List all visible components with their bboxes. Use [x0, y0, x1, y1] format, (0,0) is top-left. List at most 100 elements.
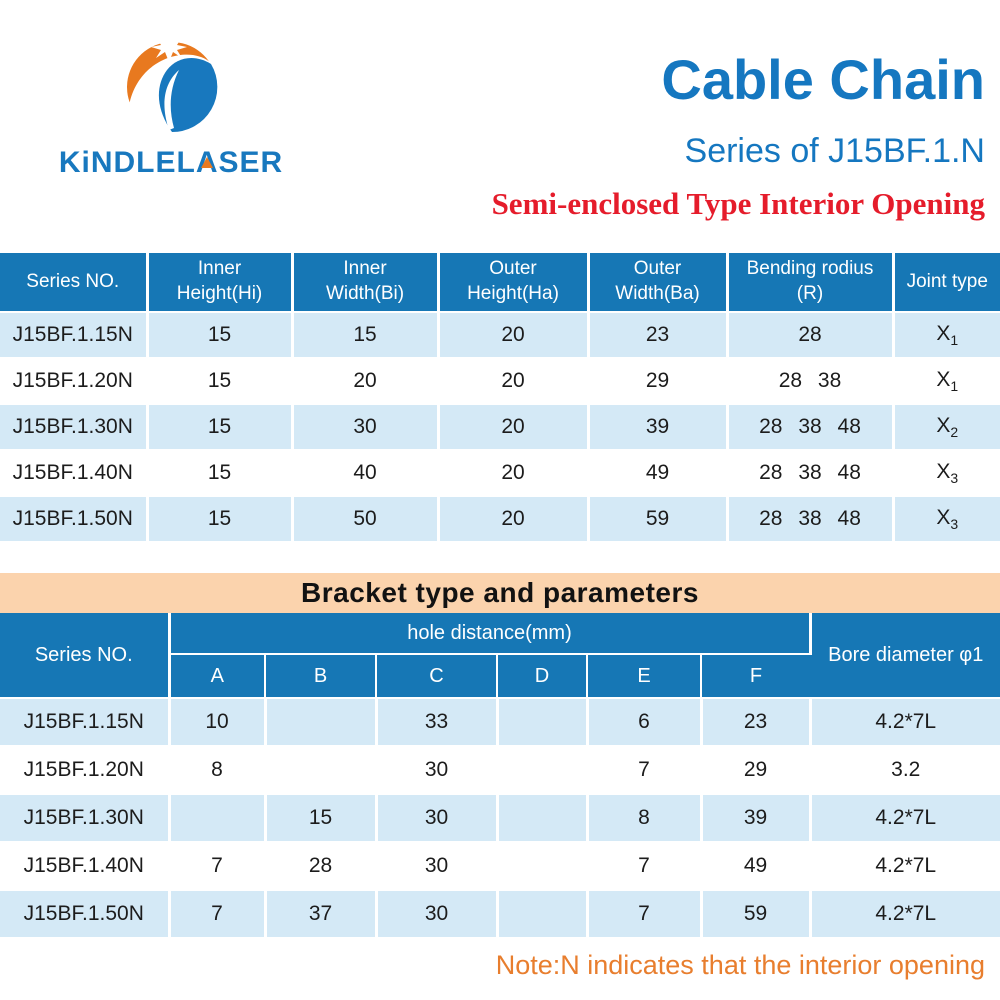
brand-logo-icon: [127, 33, 218, 133]
value-cell: 15: [147, 404, 294, 451]
value-cell: [497, 698, 589, 747]
series-cell: J15BF.1.15N: [0, 698, 171, 747]
radius-cell: 28 38 48: [727, 450, 895, 497]
table-row: J15BF.1.50N 7 37 30 7 59 4.2*7L: [0, 890, 1000, 939]
table-row: J15BF.1.50N 15 50 20 59 28 38 48 X3: [0, 496, 1000, 543]
bore-cell: 4.2*7L: [810, 698, 1000, 747]
value-cell: 23: [701, 698, 812, 747]
value-cell: 20: [438, 358, 590, 405]
table-row: J15BF.1.15N 15 15 20 23 28 X1: [0, 312, 1000, 359]
logo-triangle-icon: [200, 157, 213, 168]
col-header-f: F: [701, 654, 810, 699]
radius-cell: 28 38 48: [727, 496, 895, 543]
bore-cell: 3.2: [810, 746, 1000, 795]
joint-cell: X3: [893, 496, 1000, 543]
value-cell: 30: [376, 794, 499, 843]
bracket-banner: Bracket type and parameters: [0, 573, 1000, 613]
col-header-e: E: [587, 654, 702, 699]
series-cell: J15BF.1.50N: [0, 496, 149, 543]
value-cell: [497, 890, 589, 939]
joint-base: X: [936, 367, 951, 391]
value-cell: 7: [587, 890, 703, 939]
bore-cell: 4.2*7L: [810, 794, 1000, 843]
title-block: Cable Chain Series of J15BF.1.N Semi-enc…: [492, 52, 985, 222]
value-cell: 30: [376, 890, 499, 939]
value-cell: 8: [587, 794, 703, 843]
value-cell: 28: [265, 842, 378, 891]
value-cell: 59: [588, 496, 729, 543]
joint-cell: X2: [893, 404, 1000, 451]
value-cell: [497, 842, 589, 891]
col-header-series: Series NO.: [0, 613, 171, 699]
brand-name: KiNDLELASER: [59, 146, 283, 180]
col-header-joint-type: Joint type: [893, 253, 1000, 313]
footnote: Note:N indicates that the interior openi…: [495, 950, 985, 980]
col-header-series: Series NO.: [0, 253, 149, 313]
col-header-bending-radius: Bending rodius (R): [727, 253, 895, 313]
bracket-table: Series NO. hole distance(mm) Bore diamet…: [0, 613, 1000, 939]
radius-cell: 28: [727, 312, 895, 359]
col-header-hole-distance: hole distance(mm): [169, 613, 812, 655]
spec-table: Series NO. Inner Height(Hi) Inner Width(…: [0, 253, 1000, 543]
value-cell: 7: [587, 842, 703, 891]
value-cell: 6: [587, 698, 703, 747]
value-cell: 15: [265, 794, 378, 843]
value-cell: 50: [292, 496, 440, 543]
series-cell: J15BF.1.40N: [0, 842, 171, 891]
value-cell: 20: [438, 450, 590, 497]
joint-subscript: 1: [950, 378, 959, 395]
series-cell: J15BF.1.20N: [0, 358, 149, 405]
value-cell: 30: [292, 404, 440, 451]
value-cell: 49: [701, 842, 812, 891]
value-cell: 15: [147, 496, 294, 543]
series-cell: J15BF.1.40N: [0, 450, 149, 497]
value-cell: 7: [169, 842, 267, 891]
series-subtitle: Series of J15BF.1.N: [684, 132, 985, 170]
bore-cell: 4.2*7L: [810, 890, 1000, 939]
col-header-inner-width: Inner Width(Bi): [292, 253, 440, 313]
value-cell: [265, 698, 378, 747]
value-cell: 15: [147, 450, 294, 497]
page-title: Cable Chain: [661, 48, 985, 111]
spec-header-row: Series NO. Inner Height(Hi) Inner Width(…: [0, 253, 1000, 313]
joint-subscript: 3: [950, 516, 959, 533]
value-cell: 30: [376, 746, 499, 795]
brand-logo: KiNDLELASER: [42, 30, 300, 180]
value-cell: 20: [438, 312, 590, 359]
value-cell: [497, 746, 589, 795]
value-cell: [265, 746, 378, 795]
value-cell: 29: [588, 358, 729, 405]
table-row: J15BF.1.30N 15 30 20 39 28 38 48 X2: [0, 404, 1000, 451]
joint-subscript: 2: [950, 424, 959, 441]
radius-cell: 28 38 48: [727, 404, 895, 451]
col-header-d: D: [497, 654, 588, 699]
value-cell: 15: [147, 312, 294, 359]
value-cell: 39: [588, 404, 729, 451]
value-cell: 7: [587, 746, 703, 795]
table-row: J15BF.1.15N 10 33 6 23 4.2*7L: [0, 698, 1000, 747]
value-cell: 20: [438, 496, 590, 543]
bracket-header-row-1: Series NO. hole distance(mm) Bore diamet…: [0, 613, 1000, 699]
bracket-banner-title: Bracket type and parameters: [301, 577, 699, 608]
value-cell: 49: [588, 450, 729, 497]
value-cell: 7: [169, 890, 267, 939]
value-cell: 20: [292, 358, 440, 405]
table-row: J15BF.1.20N 15 20 20 29 28 38 X1: [0, 358, 1000, 405]
series-cell: J15BF.1.20N: [0, 746, 171, 795]
radius-cell: 28 38: [727, 358, 895, 405]
joint-base: X: [936, 459, 951, 483]
brand-name-label: KiNDLELASER: [58, 146, 284, 179]
col-header-inner-height: Inner Height(Hi): [147, 253, 294, 313]
value-cell: 37: [265, 890, 378, 939]
joint-cell: X1: [893, 358, 1000, 405]
joint-subscript: 3: [950, 470, 959, 487]
value-cell: 10: [169, 698, 267, 747]
value-cell: 20: [438, 404, 590, 451]
series-cell: J15BF.1.15N: [0, 312, 149, 359]
value-cell: 8: [169, 746, 267, 795]
col-header-bore-diameter: Bore diameter φ1: [810, 613, 1000, 699]
table-row: J15BF.1.20N 8 30 7 29 3.2: [0, 746, 1000, 795]
joint-base: X: [936, 505, 951, 529]
value-cell: [497, 794, 589, 843]
table-row: J15BF.1.40N 7 28 30 7 49 4.2*7L: [0, 842, 1000, 891]
